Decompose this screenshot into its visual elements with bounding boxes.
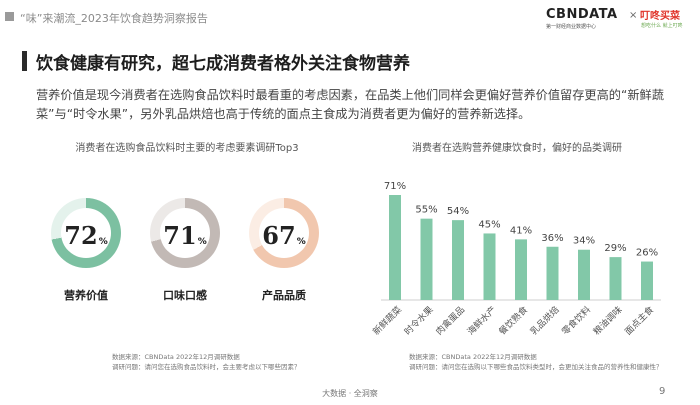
bar-category-label: 粮油调味 — [591, 304, 625, 338]
report-title: “味”来潮流_2023年饮食趋势洞察报告 — [20, 12, 208, 25]
donut-value: 71 — [163, 221, 197, 250]
bar-value-label: 71% — [384, 181, 406, 192]
left-question: 调研问题：请问您在选购食品饮料时，会主要考虑以下哪些因素？ — [112, 363, 301, 371]
bar-category-label: 海鲜水产 — [465, 304, 499, 338]
page-description: 营养价值是现今消费者在选购食品饮料时最看重的考虑因素，在品类上他们同样会更偏好营… — [36, 88, 664, 121]
donut-nutrition-value: 72% — [51, 198, 121, 268]
bar-4 — [515, 239, 527, 300]
bar-8 — [641, 261, 653, 300]
right-source: 数据来源：CBNData 2022年12月调研数据 — [409, 353, 537, 361]
bar-value-label: 29% — [604, 243, 626, 254]
left-source: 数据来源：CBNData 2022年12月调研数据 — [112, 353, 240, 361]
top-bar: “味”来潮流_2023年饮食趋势洞察报告 CBNDATA 第一财经商业数据中心 … — [0, 0, 700, 34]
bar-value-label: 26% — [636, 248, 658, 259]
donut-label: 产品品质 — [262, 289, 306, 302]
bar-7 — [609, 257, 622, 300]
bar-category-label: 零食饮料 — [559, 304, 593, 338]
percent-sign: % — [197, 237, 207, 247]
donut-quality: 67% — [249, 198, 319, 268]
bar-value-label: 55% — [415, 205, 437, 216]
bar-value-label: 36% — [541, 233, 563, 244]
donut-value: 67 — [262, 221, 296, 250]
partner-logo: 叮咚买菜 — [640, 11, 680, 22]
bar-value-label: 54% — [447, 206, 469, 217]
donut-taste: 71% — [150, 198, 220, 268]
page-title: 饮食健康有研究，超七成消费者格外关注食物营养 — [36, 54, 410, 74]
right-question: 调研问题：请问您在选购以下哪些食品饮料类型时，会更加关注食品的营养性和健康性？ — [409, 363, 663, 371]
page-number: 9 — [659, 386, 666, 397]
donut-label: 口味口感 — [163, 289, 207, 302]
header-marker-square — [5, 12, 14, 21]
bar-value-label: 34% — [573, 236, 595, 247]
bar-category-label: 乳品烘焙 — [528, 304, 562, 338]
cbndata-logo-tagline: 第一财经商业数据中心 — [546, 24, 597, 30]
donut-value: 72 — [64, 221, 98, 250]
footer-brand: 大数据 · 全洞察 — [322, 389, 378, 398]
partner-logo-tagline: 想吃什么 就上叮咚 — [641, 23, 683, 29]
bar-6 — [578, 249, 590, 300]
bar-category-label: 肉禽蛋品 — [433, 304, 467, 338]
bar-1 — [420, 218, 433, 300]
bar-5 — [546, 246, 559, 300]
donut-chart-title: 消费者在选购食品饮料时主要的考虑要素调研Top3 — [75, 143, 299, 154]
bar-chart-title: 消费者在选购营养健康饮食时，偏好的品类调研 — [412, 143, 622, 154]
cbndata-logo: CBNDATA — [546, 7, 618, 22]
donut-label: 营养价值 — [64, 289, 108, 302]
title-accent-bar — [22, 51, 27, 71]
bar-category-label: 新鲜蔬菜 — [370, 304, 404, 338]
bar-3 — [483, 233, 496, 300]
bar-category-label: 餐饮熟食 — [496, 304, 530, 338]
percent-sign: % — [98, 237, 108, 247]
bar-value-label: 45% — [478, 219, 500, 230]
percent-sign: % — [296, 237, 306, 247]
bar-category-label: 时令水果 — [402, 304, 436, 338]
bar-0 — [389, 195, 401, 300]
left-source-note: 数据来源：CBNData 2022年12月调研数据 调研问题：请问您在选购食品饮… — [112, 352, 301, 372]
right-source-note: 数据来源：CBNData 2022年12月调研数据 调研问题：请问您在选购以下哪… — [409, 352, 663, 372]
bar-2 — [452, 220, 464, 300]
bar-category-label: 面点主食 — [622, 304, 656, 338]
logo-separator: × — [629, 10, 638, 21]
bar-value-label: 41% — [510, 225, 532, 236]
